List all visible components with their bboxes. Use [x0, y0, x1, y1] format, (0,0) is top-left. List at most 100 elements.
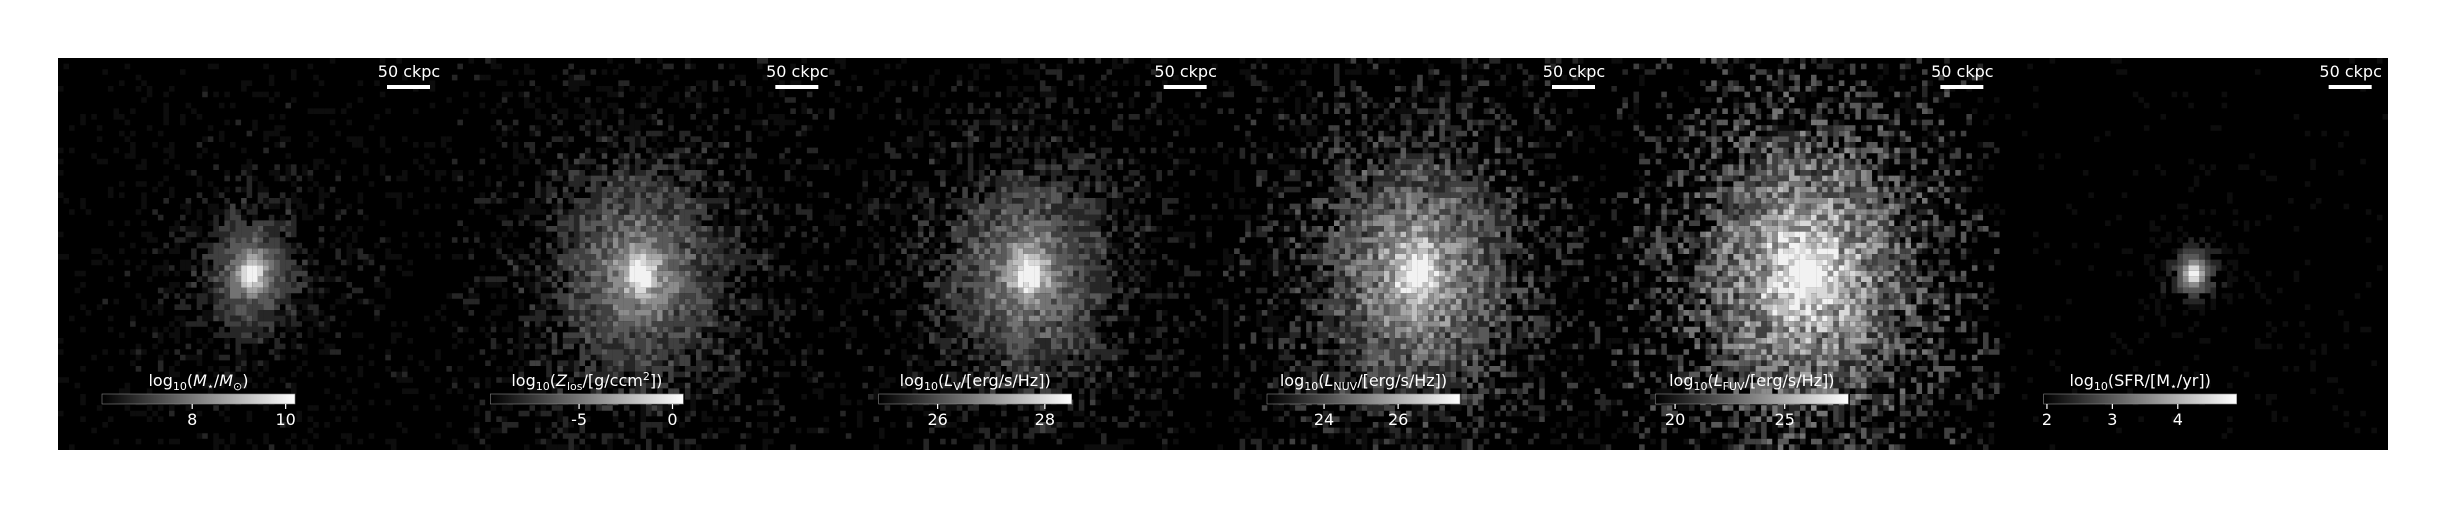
label-part: ]) [650, 371, 662, 390]
pixels [945, 170, 1107, 372]
pixels [1289, 119, 1540, 428]
colorbar-label: log10(SFR/[M⋆/yr]) [2069, 371, 2210, 393]
scale-label: 50 ckpc [766, 62, 828, 81]
pixel-image [834, 58, 1224, 450]
pixels [1661, 91, 1950, 450]
colorbar-tick-label: 25 [1775, 410, 1795, 429]
pixels [235, 254, 269, 294]
scale-label: 50 ckpc [2319, 62, 2381, 81]
label-part: /[erg/s/Hz]) [961, 371, 1051, 390]
pixels [58, 58, 447, 450]
label-part: 2 [643, 370, 650, 383]
pixel-image [58, 58, 447, 450]
label-part: 10 [1694, 380, 1708, 393]
panel: 50 ckpc log10(LNUV/[erg/s/Hz]) 24 26 [1223, 58, 1612, 450]
pixels [973, 203, 1079, 338]
pixels [612, 242, 669, 305]
label-part: L [1324, 371, 1333, 390]
colorbar-tick-label: 26 [927, 410, 947, 429]
label-part: log [511, 371, 535, 390]
label-part: Z [555, 371, 568, 390]
label-part: ) [242, 371, 248, 390]
label-part: ⊙ [233, 380, 242, 393]
label-part: /yr]) [2177, 371, 2211, 390]
pixels [1223, 58, 1612, 450]
colorbar [1655, 393, 1849, 405]
label-part: log [1280, 371, 1304, 390]
label-part: ( [550, 371, 556, 390]
pixels [629, 254, 658, 294]
pixels [901, 125, 1151, 434]
colorbar-tick-label: 0 [667, 410, 677, 429]
pixels [2188, 265, 2200, 282]
scale-bar [387, 85, 430, 89]
pixel-image [1611, 58, 2000, 450]
pixels [1223, 58, 1612, 450]
scale-label: 50 ckpc [1543, 62, 1605, 81]
scale-label: 50 ckpc [1931, 62, 1993, 81]
pixels [224, 237, 275, 299]
label-part: M [193, 371, 207, 390]
label-part: 10 [173, 380, 187, 393]
pixel-image [1223, 58, 1612, 450]
label-part: M [219, 371, 233, 390]
label-part: ( [1708, 371, 1714, 390]
colorbar-label: log10(LV/[erg/s/Hz]) [900, 371, 1051, 393]
colorbar [878, 393, 1072, 405]
label-part: log [148, 371, 172, 390]
label-part: ( [1318, 371, 1324, 390]
colorbar [490, 393, 684, 405]
colorbar-tick-label: 8 [187, 410, 197, 429]
colorbar-tick-label: 2 [2042, 410, 2052, 429]
pixels [191, 198, 308, 344]
label-part: 10 [1304, 380, 1318, 393]
panel: 50 ckpc log10(Zlos/[g/ccm2]) -5 0 [446, 58, 835, 450]
label-part: / [214, 371, 220, 390]
pixels [446, 58, 835, 450]
colorbar [101, 393, 296, 405]
pixels [557, 175, 713, 366]
pixels [2188, 270, 2200, 277]
pixels [1722, 164, 1884, 378]
scale-bar [1163, 85, 1207, 89]
colorbar-tick-label: 28 [1035, 410, 1055, 429]
pixels [1999, 58, 2388, 450]
pixel-image [1999, 58, 2388, 450]
colorbar [2043, 393, 2237, 405]
pixels [235, 248, 269, 299]
colorbar-tick-label: 20 [1665, 410, 1685, 429]
pixels [1006, 248, 1052, 288]
label-part: NUV [1333, 380, 1357, 393]
pixel-image [446, 58, 835, 450]
pixels [507, 119, 769, 417]
scale-bar [1552, 85, 1595, 89]
pixels [241, 259, 264, 288]
pixels [834, 58, 1224, 450]
label-part: ⋆ [2170, 380, 2177, 393]
pixels [601, 220, 680, 322]
colorbar-label: log10(Zlos/[g/ccm2]) [511, 370, 662, 393]
colorbar-label: log10(LFUV/[erg/s/Hz]) [1669, 371, 1834, 393]
pixels [1761, 231, 1845, 322]
label-part: (SFR/[M [2108, 371, 2170, 390]
label-part: ⋆ [207, 380, 214, 393]
label-part: FUV [1723, 380, 1745, 393]
label-part: log [1669, 371, 1693, 390]
pixels [1017, 259, 1040, 294]
label-part: L [944, 371, 953, 390]
label-part: ( [187, 371, 193, 390]
label-part: /[erg/s/Hz]) [1745, 371, 1835, 390]
pixels [834, 58, 1224, 450]
pixels [2177, 254, 2211, 294]
pixels [2182, 259, 2205, 288]
pixels [213, 226, 286, 322]
colorbar-tick-label: 10 [275, 410, 295, 429]
label-part: log [2069, 371, 2093, 390]
label-part: 10 [536, 380, 550, 393]
scale-label: 50 ckpc [1154, 62, 1216, 81]
colorbar-tick-label: -5 [571, 410, 587, 429]
label-part: /[erg/s/Hz]) [1357, 371, 1447, 390]
